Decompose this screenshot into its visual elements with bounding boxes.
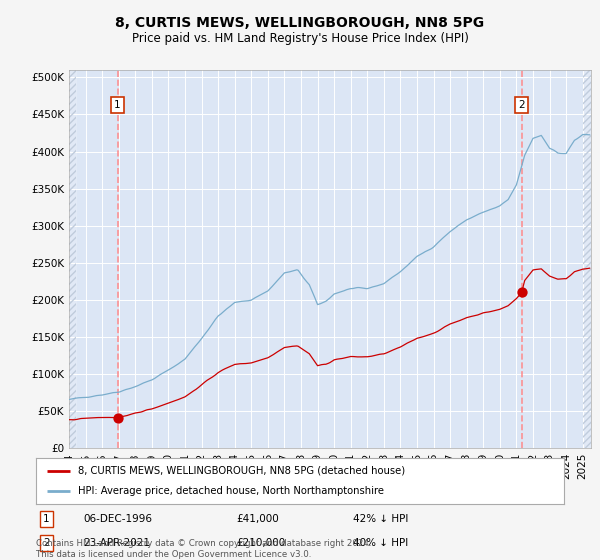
Text: 8, CURTIS MEWS, WELLINGBOROUGH, NN8 5PG: 8, CURTIS MEWS, WELLINGBOROUGH, NN8 5PG (115, 16, 485, 30)
Text: £210,000: £210,000 (236, 538, 286, 548)
Text: 23-APR-2021: 23-APR-2021 (83, 538, 151, 548)
Text: £41,000: £41,000 (236, 514, 280, 524)
Text: 8, CURTIS MEWS, WELLINGBOROUGH, NN8 5PG (detached house): 8, CURTIS MEWS, WELLINGBOROUGH, NN8 5PG … (78, 466, 406, 476)
Text: 42% ↓ HPI: 42% ↓ HPI (353, 514, 408, 524)
Text: HPI: Average price, detached house, North Northamptonshire: HPI: Average price, detached house, Nort… (78, 486, 384, 496)
Text: 2: 2 (43, 538, 50, 548)
Text: 1: 1 (114, 100, 121, 110)
Point (517, 288, 526, 297)
Text: Price paid vs. HM Land Registry's House Price Index (HPI): Price paid vs. HM Land Registry's House … (131, 32, 469, 45)
Text: 1: 1 (43, 514, 50, 524)
Text: 40% ↓ HPI: 40% ↓ HPI (353, 538, 408, 548)
Text: 2: 2 (518, 100, 525, 110)
Point (113, 413, 122, 422)
Text: Contains HM Land Registry data © Crown copyright and database right 2024.
This d: Contains HM Land Registry data © Crown c… (36, 539, 371, 559)
Bar (583, 70, 591, 452)
Text: 06-DEC-1996: 06-DEC-1996 (83, 514, 152, 524)
Bar (69, 70, 76, 452)
